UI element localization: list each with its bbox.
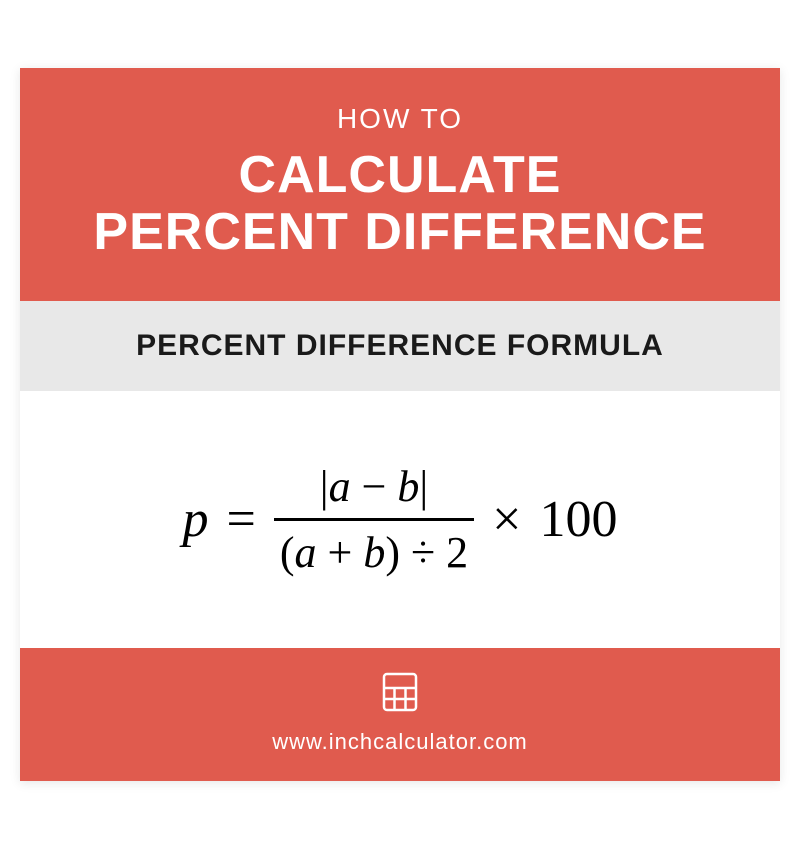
header-band: HOW TO CALCULATE PERCENT DIFFERENCE bbox=[20, 68, 780, 301]
subtitle-text: PERCENT DIFFERENCE FORMULA bbox=[40, 329, 760, 363]
formula-area: p = |a − b| (a + b) ÷ 2 × 100 bbox=[20, 391, 780, 648]
var-a-top: a bbox=[329, 462, 351, 511]
title-line-2: PERCENT DIFFERENCE bbox=[40, 204, 760, 261]
paren-open: ( bbox=[280, 528, 295, 577]
abs-bar-right: | bbox=[419, 462, 428, 511]
formula-lhs: p bbox=[183, 490, 209, 549]
calculator-icon bbox=[378, 670, 422, 719]
paren-close: ) bbox=[385, 528, 400, 577]
divide-sign: ÷ bbox=[400, 528, 446, 577]
subtitle-band: PERCENT DIFFERENCE FORMULA bbox=[20, 301, 780, 391]
number-two: 2 bbox=[446, 528, 468, 577]
times-sign: × bbox=[492, 490, 521, 549]
title-line-1: CALCULATE bbox=[40, 147, 760, 204]
percent-difference-formula: p = |a − b| (a + b) ÷ 2 × 100 bbox=[183, 461, 618, 578]
plus-sign: + bbox=[317, 528, 364, 577]
equals-sign: = bbox=[227, 490, 256, 549]
footer-band: www.inchcalculator.com bbox=[20, 648, 780, 781]
var-a-bottom: a bbox=[295, 528, 317, 577]
formula-denominator: (a + b) ÷ 2 bbox=[274, 521, 474, 578]
footer-url: www.inchcalculator.com bbox=[40, 729, 760, 755]
formula-fraction: |a − b| (a + b) ÷ 2 bbox=[274, 461, 474, 578]
formula-numerator: |a − b| bbox=[314, 461, 434, 518]
abs-bar-left: | bbox=[320, 462, 329, 511]
infographic-card: HOW TO CALCULATE PERCENT DIFFERENCE PERC… bbox=[20, 68, 780, 781]
minus-sign: − bbox=[351, 462, 398, 511]
var-b-top: b bbox=[397, 462, 419, 511]
var-b-bottom: b bbox=[363, 528, 385, 577]
overline-text: HOW TO bbox=[40, 103, 760, 135]
number-hundred: 100 bbox=[539, 490, 617, 549]
